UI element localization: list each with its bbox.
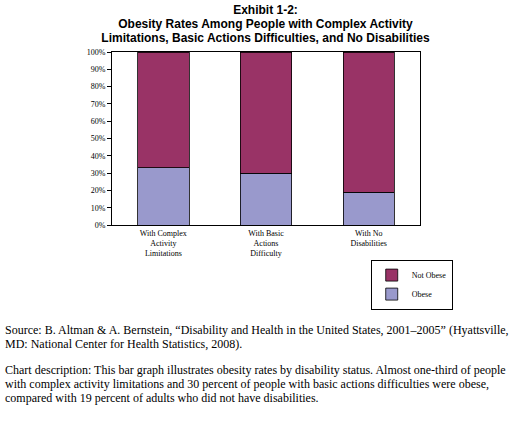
svg-text:30%: 30% <box>91 169 106 178</box>
html-text:Source: B. Altman & A. Bernste: Source: B. Altman & A. Bernstein, “Disab… <box>5 323 509 351</box>
html-text:Chart description: This bar gr: Chart description: This bar graph illust… <box>5 363 506 405</box>
html-text:Obesity Rates Among People wit: Obesity Rates Among People with Complex … <box>101 17 430 45</box>
svg-text:Not Obese: Not Obese <box>412 271 446 280</box>
svg-text:50%: 50% <box>91 134 106 143</box>
svg-text:With NoDisabilities: With NoDisabilities <box>350 229 386 248</box>
svg-text:70%: 70% <box>91 100 106 109</box>
html-text:Exhibit 1-2:: Exhibit 1-2: <box>233 3 298 17</box>
svg-text:100%: 100% <box>87 48 106 57</box>
svg-text:60%: 60% <box>91 117 106 126</box>
svg-text:10%: 10% <box>91 204 106 213</box>
svg-text:80%: 80% <box>91 82 106 91</box>
svg-text:90%: 90% <box>91 65 106 74</box>
svg-text:With ComplexActivityLimitation: With ComplexActivityLimitations <box>140 229 187 259</box>
svg-text:20%: 20% <box>91 186 106 195</box>
svg-text:0%: 0% <box>95 221 106 230</box>
svg-text:Obese: Obese <box>412 290 432 299</box>
svg-text:With BasicActionsDifficulty: With BasicActionsDifficulty <box>248 229 284 259</box>
svg-text:40%: 40% <box>91 152 106 161</box>
